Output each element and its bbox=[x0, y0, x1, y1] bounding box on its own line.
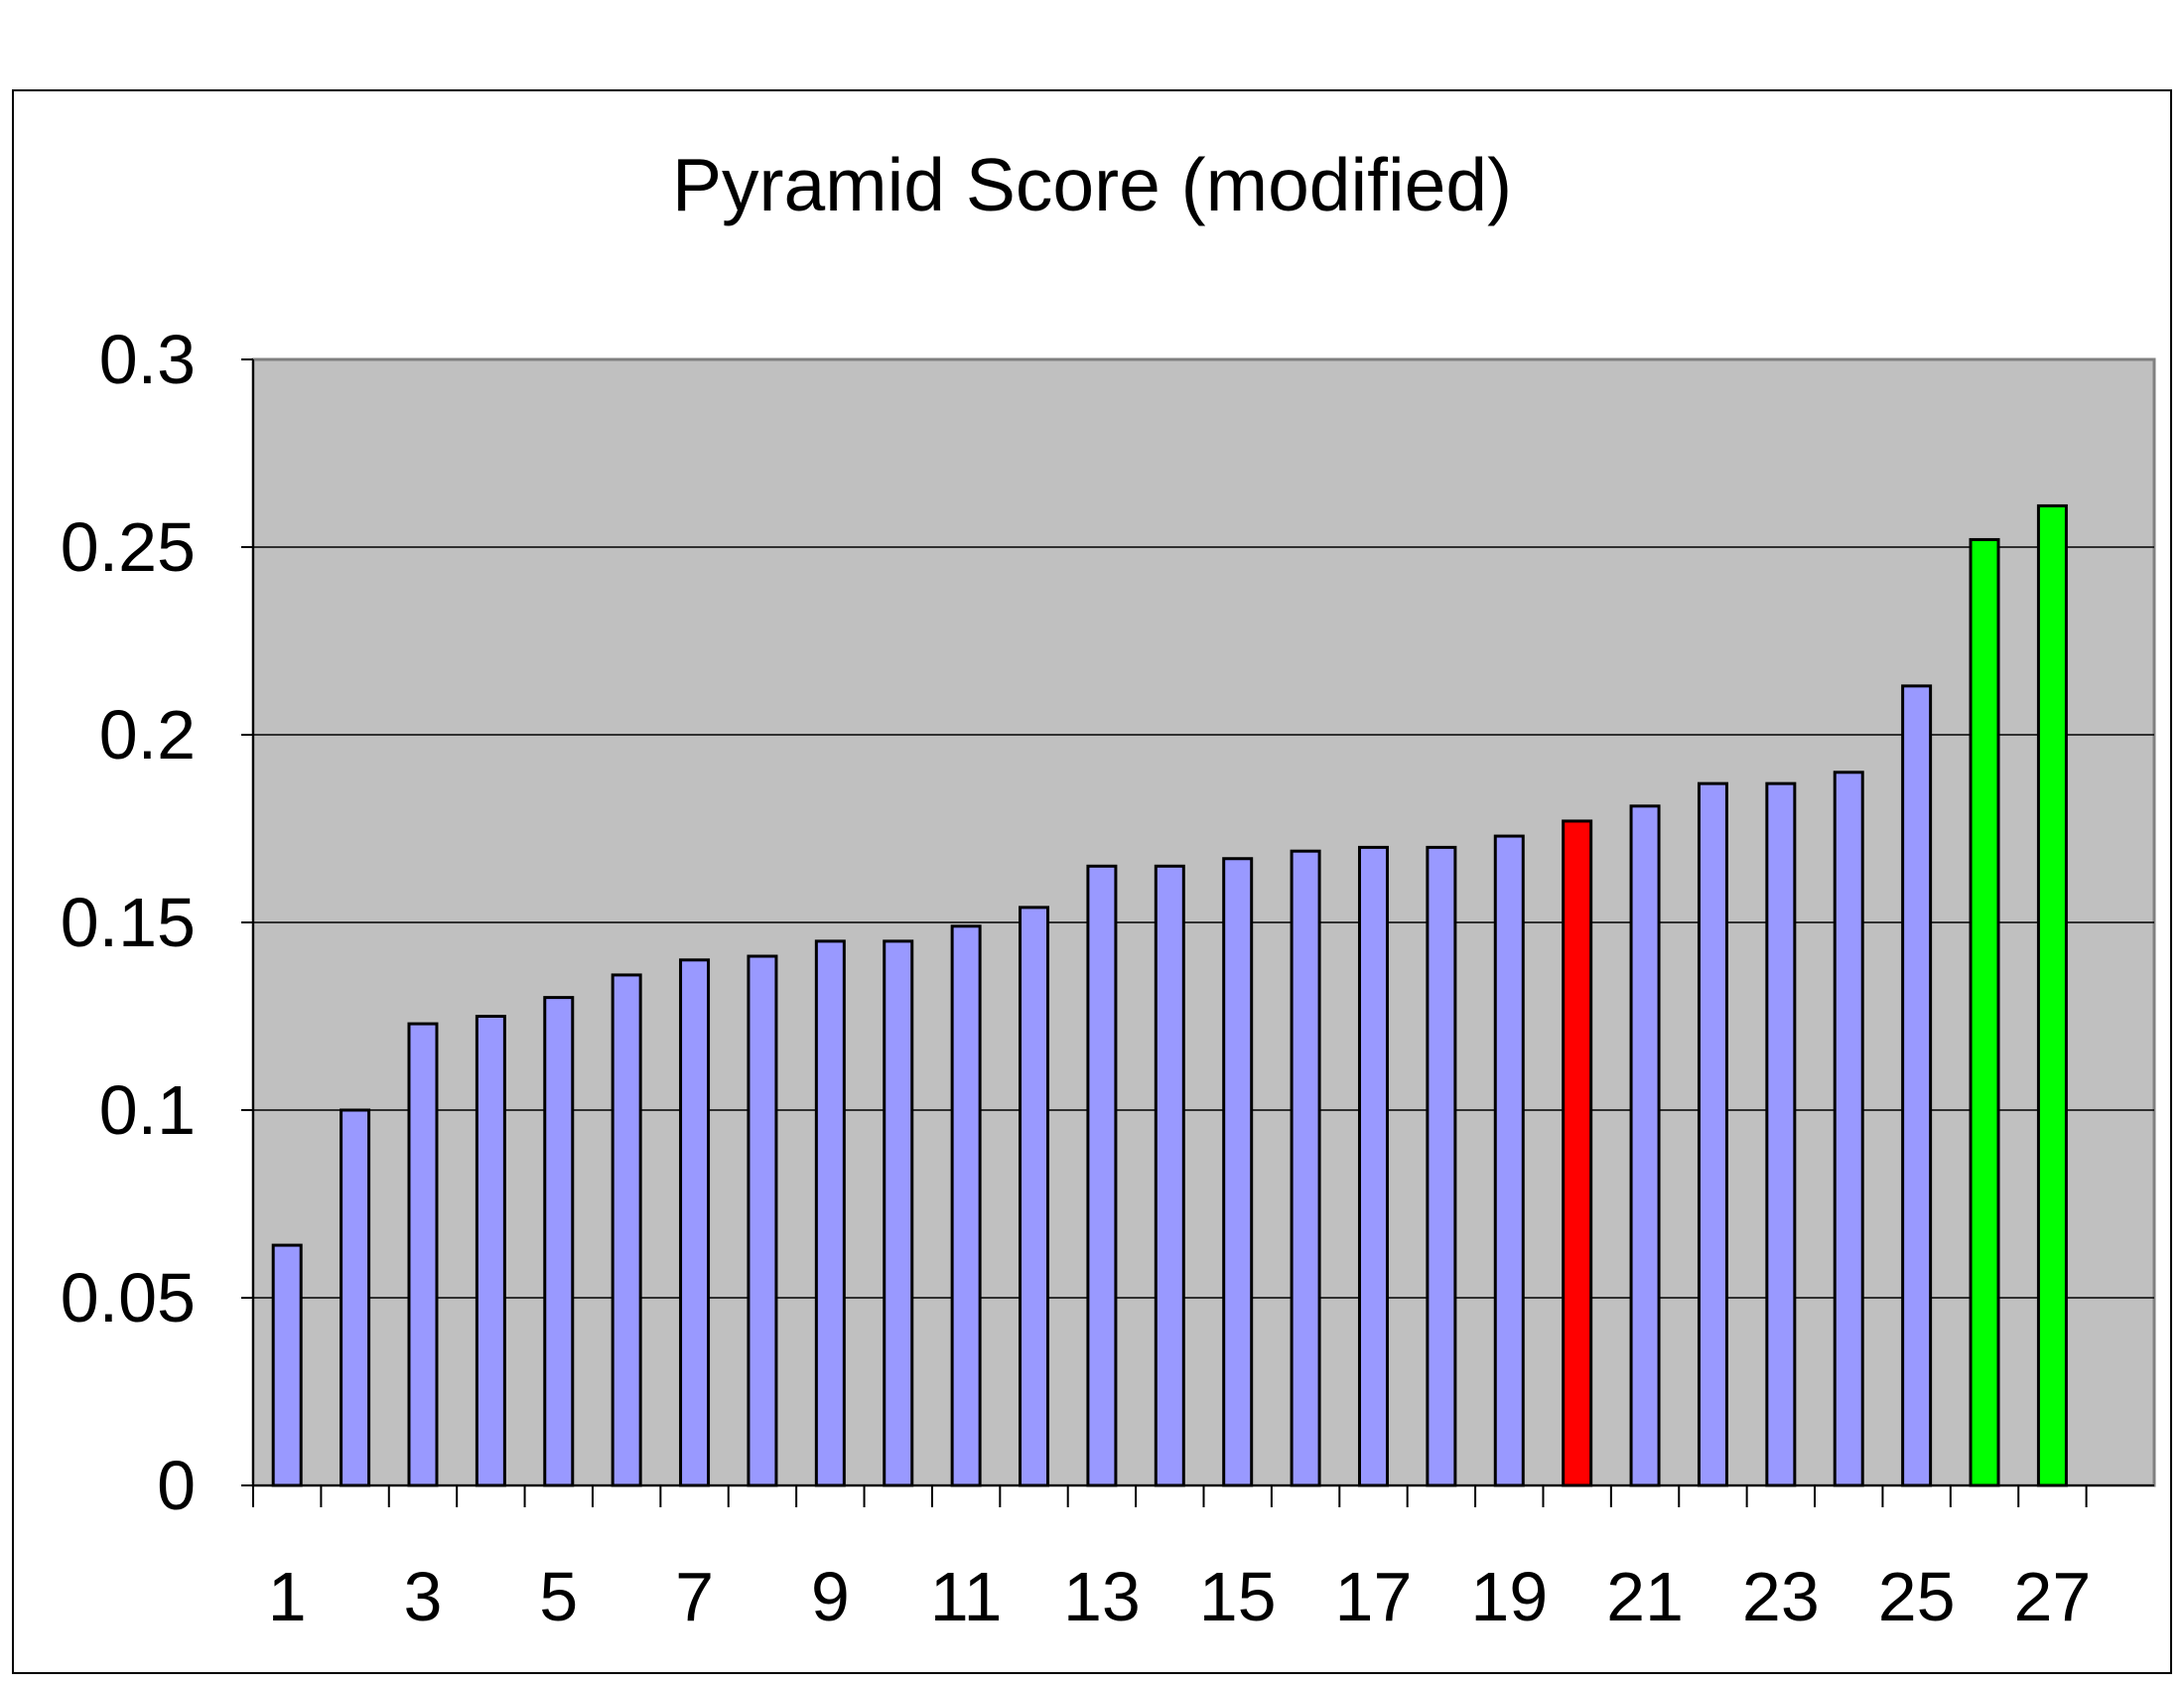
x-tick-label: 9 bbox=[811, 1558, 850, 1635]
x-tick-label: 23 bbox=[1742, 1558, 1820, 1635]
bar-16 bbox=[1290, 849, 1321, 1487]
bar-11 bbox=[950, 924, 982, 1487]
bar-25 bbox=[1901, 684, 1933, 1487]
bar-18 bbox=[1426, 845, 1457, 1487]
bar-26 bbox=[1969, 537, 2000, 1487]
bar-6 bbox=[611, 973, 642, 1487]
x-tick-label: 21 bbox=[1606, 1558, 1684, 1635]
bar-7 bbox=[679, 958, 711, 1487]
bar-15 bbox=[1222, 857, 1254, 1487]
bar-4 bbox=[475, 1015, 506, 1487]
x-tick-label: 5 bbox=[539, 1558, 578, 1635]
bar-24 bbox=[1833, 771, 1864, 1487]
x-tick-label: 11 bbox=[930, 1558, 1003, 1635]
y-tick-label: 0.05 bbox=[61, 1259, 196, 1336]
x-tick-label: 13 bbox=[1063, 1558, 1141, 1635]
bar-1 bbox=[271, 1243, 303, 1487]
x-tick-label: 15 bbox=[1199, 1558, 1277, 1635]
bar-13 bbox=[1086, 864, 1118, 1487]
y-tick-label: 0.3 bbox=[99, 321, 196, 398]
bar-19 bbox=[1493, 834, 1525, 1487]
bar-12 bbox=[1019, 906, 1050, 1487]
bar-5 bbox=[543, 996, 575, 1487]
bar-10 bbox=[883, 939, 914, 1487]
y-axis-tick-labels: 0 0.05 0.1 0.15 0.2 0.25 0.3 bbox=[61, 321, 196, 1524]
y-tick-label: 0.15 bbox=[61, 884, 196, 961]
y-tick-label: 0.2 bbox=[99, 696, 196, 773]
x-axis-tick-labels: 1 3 5 7 9 11 13 15 17 19 21 23 25 27 bbox=[268, 1558, 2092, 1635]
x-tick-label: 17 bbox=[1335, 1558, 1413, 1635]
y-tick-label: 0.1 bbox=[99, 1071, 196, 1149]
bar-22 bbox=[1697, 781, 1728, 1487]
bar-21 bbox=[1629, 804, 1661, 1487]
y-tick-label: 0 bbox=[157, 1447, 196, 1524]
bar-3 bbox=[407, 1022, 439, 1487]
x-tick-label: 25 bbox=[1878, 1558, 1956, 1635]
bar-23 bbox=[1765, 781, 1797, 1487]
x-tick-label: 1 bbox=[268, 1558, 307, 1635]
axes bbox=[241, 358, 2154, 1507]
x-tick-label: 3 bbox=[404, 1558, 443, 1635]
bar-8 bbox=[747, 954, 778, 1487]
bar-20 bbox=[1562, 819, 1593, 1487]
bars bbox=[271, 503, 2068, 1487]
x-tick-label: 19 bbox=[1470, 1558, 1548, 1635]
x-tick-label: 7 bbox=[675, 1558, 714, 1635]
x-tick-label: 27 bbox=[2013, 1558, 2091, 1635]
bar-27 bbox=[2036, 503, 2068, 1487]
y-tick-label: 0.25 bbox=[61, 508, 196, 586]
bar-2 bbox=[340, 1108, 371, 1487]
bar-9 bbox=[814, 939, 846, 1487]
bar-17 bbox=[1357, 845, 1389, 1487]
chart-title: Pyramid Score (modified) bbox=[672, 143, 1512, 226]
bar-14 bbox=[1154, 864, 1185, 1487]
